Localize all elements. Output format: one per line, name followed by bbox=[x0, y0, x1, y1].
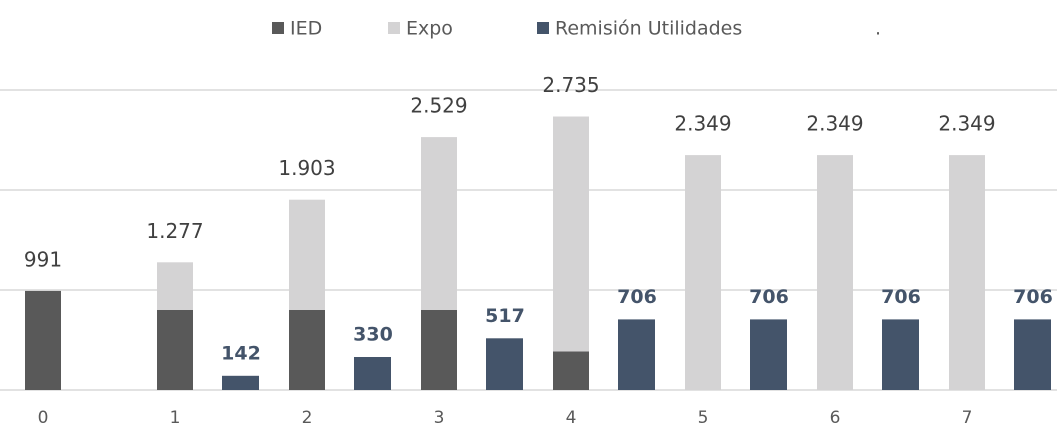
x-tick-label: 3 bbox=[434, 408, 445, 426]
legend-label: IED bbox=[290, 18, 322, 40]
bar bbox=[486, 338, 523, 390]
bar bbox=[25, 290, 61, 390]
legend-label: Remisión Utilidades bbox=[555, 18, 742, 40]
x-tick-label: 6 bbox=[830, 408, 841, 426]
value-label: 706 bbox=[749, 286, 789, 308]
x-tick-label: 1 bbox=[170, 408, 181, 426]
bar bbox=[421, 137, 457, 310]
total-label: 1.277 bbox=[146, 219, 203, 243]
x-tick-label: 5 bbox=[698, 408, 709, 426]
bar bbox=[685, 155, 721, 390]
value-label: 142 bbox=[221, 342, 261, 364]
legend-swatch bbox=[857, 22, 869, 34]
bar bbox=[553, 116, 589, 352]
value-label: 706 bbox=[617, 286, 657, 308]
bar bbox=[289, 310, 325, 390]
bar bbox=[157, 262, 193, 310]
value-label: 706 bbox=[881, 286, 921, 308]
legend-label: . bbox=[875, 18, 881, 40]
legend-label: Expo bbox=[406, 18, 453, 40]
legend-swatch bbox=[388, 22, 400, 34]
value-label: 517 bbox=[485, 305, 525, 327]
value-label: 330 bbox=[353, 324, 393, 346]
x-tick-label: 4 bbox=[566, 408, 577, 426]
bar bbox=[949, 155, 985, 390]
total-label: 991 bbox=[24, 247, 62, 271]
total-label: 2.349 bbox=[674, 112, 731, 136]
total-label: 1.903 bbox=[278, 156, 335, 180]
total-label: 2.349 bbox=[938, 112, 995, 136]
bar bbox=[882, 319, 919, 390]
total-label: 2.529 bbox=[410, 94, 467, 118]
bar bbox=[750, 319, 787, 390]
x-tick-label: 2 bbox=[302, 408, 313, 426]
bar bbox=[553, 351, 589, 390]
total-label: 2.735 bbox=[542, 73, 599, 97]
x-tick-label: 7 bbox=[962, 408, 973, 426]
bar bbox=[1014, 319, 1051, 390]
legend-swatch bbox=[272, 22, 284, 34]
bar bbox=[222, 375, 259, 390]
bar bbox=[618, 319, 655, 390]
bar bbox=[421, 310, 457, 390]
legend-swatch bbox=[537, 22, 549, 34]
bar bbox=[157, 310, 193, 390]
value-label: 706 bbox=[1013, 286, 1053, 308]
bar bbox=[354, 357, 391, 390]
x-tick-label: 0 bbox=[38, 408, 49, 426]
total-label: 2.349 bbox=[806, 112, 863, 136]
bar bbox=[289, 199, 325, 310]
bar bbox=[817, 155, 853, 390]
